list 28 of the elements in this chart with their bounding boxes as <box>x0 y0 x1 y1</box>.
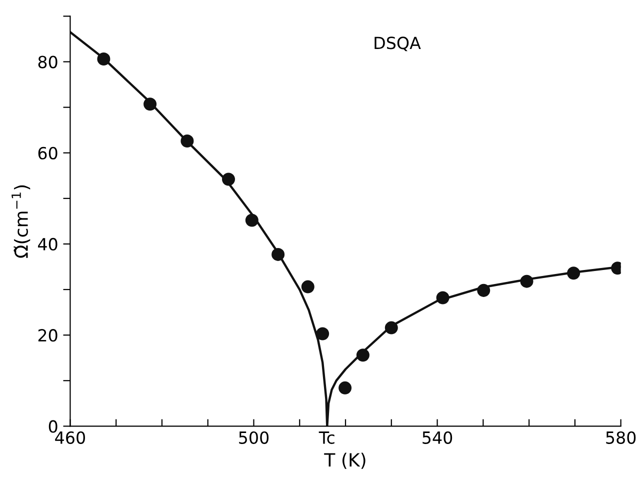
x-tick-label: 500 <box>239 431 269 444</box>
point <box>338 381 352 394</box>
annotation: DSQA <box>374 36 421 52</box>
point <box>272 248 285 261</box>
point <box>477 284 490 297</box>
point <box>436 291 450 304</box>
x-tick-label: Tc <box>318 432 334 444</box>
point <box>316 327 330 340</box>
point <box>222 172 236 186</box>
x-axis-title: T (K) <box>324 452 366 469</box>
point <box>384 321 398 334</box>
point <box>356 348 370 362</box>
y-tick-label: 0 <box>48 420 58 433</box>
x-tick-label: 460 <box>55 431 85 444</box>
point <box>245 214 258 227</box>
y-tick-label: 60 <box>38 146 58 160</box>
point <box>144 98 157 111</box>
point <box>301 280 314 294</box>
y-tick-label: 40 <box>38 238 58 251</box>
point <box>180 134 194 148</box>
x-tick-label: 540 <box>422 431 452 444</box>
point <box>567 266 580 280</box>
x-tick-label: 580 <box>606 431 636 444</box>
point <box>97 52 110 66</box>
point <box>520 274 534 288</box>
y-tick-label: 20 <box>38 329 58 342</box>
y-axis-title: Ω̃(cm$^{−1}$) <box>12 185 30 258</box>
y-tick-label: 80 <box>38 56 58 68</box>
